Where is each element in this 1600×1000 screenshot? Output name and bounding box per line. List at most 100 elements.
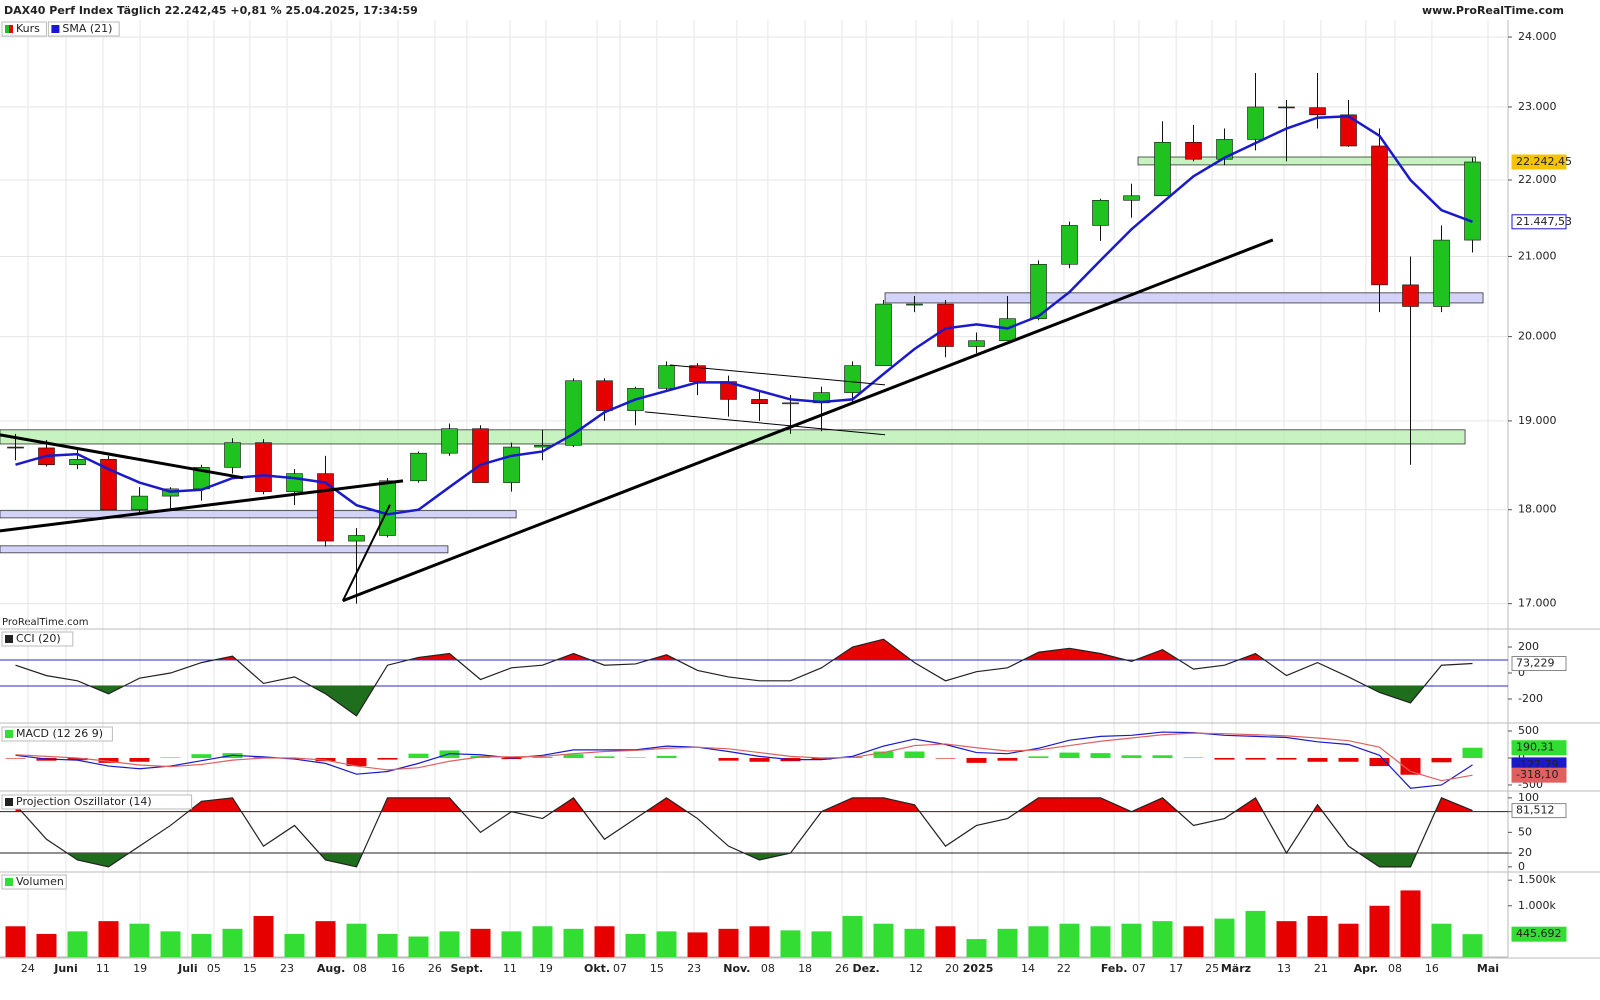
y-tick-label: 17.000 bbox=[1518, 597, 1557, 610]
x-tick-label: 13 bbox=[1277, 962, 1291, 975]
x-tick-label: 20 bbox=[945, 962, 959, 975]
price-marker-label: 22.242,45 bbox=[1516, 155, 1572, 168]
candle-body bbox=[7, 446, 24, 449]
candle-body bbox=[1309, 107, 1326, 116]
histogram-bar bbox=[98, 757, 119, 763]
volume-bar bbox=[966, 939, 987, 957]
histogram-bar bbox=[1090, 753, 1111, 758]
candle-body bbox=[472, 428, 489, 483]
volume-bar bbox=[749, 926, 770, 957]
x-tick-label: 07 bbox=[613, 962, 627, 975]
histogram-bar bbox=[656, 755, 677, 758]
candle-body bbox=[1464, 161, 1481, 241]
volume-bar bbox=[1214, 918, 1235, 957]
volume-bar bbox=[997, 928, 1018, 957]
volume-bar bbox=[811, 931, 832, 957]
candle-body bbox=[751, 399, 768, 404]
y-tick-label: 21.000 bbox=[1518, 249, 1557, 262]
y-tick-label: 0 bbox=[1518, 666, 1525, 679]
volume-bar bbox=[191, 933, 212, 957]
histogram-bar bbox=[1400, 757, 1421, 775]
candle-body bbox=[1278, 106, 1295, 109]
candle-body bbox=[844, 365, 861, 393]
x-tick-label: 08 bbox=[353, 962, 367, 975]
x-tick-label: Okt. bbox=[584, 962, 610, 975]
volume-bar bbox=[253, 916, 274, 957]
x-tick-label: 17 bbox=[1169, 962, 1183, 975]
volume-bar bbox=[439, 931, 460, 957]
legend-label: Kurs bbox=[16, 22, 40, 35]
x-tick-label: Juli bbox=[177, 962, 197, 975]
panel bbox=[5, 890, 1483, 957]
x-tick-label: Juni bbox=[53, 962, 78, 975]
price-marker-label: -127,79 bbox=[1516, 758, 1558, 771]
candle-body bbox=[131, 495, 148, 511]
histogram-bar bbox=[129, 757, 150, 762]
y-tick-label: 20 bbox=[1518, 846, 1532, 859]
zone bbox=[884, 292, 1484, 304]
y-tick-label: 22.000 bbox=[1518, 173, 1557, 186]
volume-bar bbox=[563, 928, 584, 957]
candle-body bbox=[1433, 239, 1450, 307]
series-line bbox=[15, 731, 1473, 789]
volume-bar bbox=[160, 931, 181, 957]
histogram-bar bbox=[67, 757, 88, 761]
histogram-bar bbox=[1028, 756, 1049, 758]
zone bbox=[0, 545, 449, 554]
volume-bar bbox=[315, 921, 336, 957]
price-marker-label: 81,512 bbox=[1516, 804, 1555, 817]
candle-body bbox=[999, 318, 1016, 342]
histogram-bar bbox=[1431, 757, 1452, 763]
volume-bar bbox=[1152, 921, 1173, 957]
legend-box bbox=[1, 726, 113, 742]
y-tick-label: 500 bbox=[1518, 724, 1539, 737]
candle-body bbox=[348, 535, 365, 542]
histogram-bar bbox=[532, 756, 553, 758]
volume-bar bbox=[1059, 923, 1080, 957]
x-tick-label: Mai bbox=[1477, 962, 1499, 975]
volume-bar bbox=[1462, 934, 1483, 957]
x-tick-label: 18 bbox=[798, 962, 812, 975]
site-link[interactable]: www.ProRealTime.com bbox=[1422, 4, 1564, 17]
volume-bar bbox=[1121, 923, 1142, 957]
candle-body bbox=[69, 459, 86, 466]
x-tick-label: 21 bbox=[1314, 962, 1328, 975]
candle-body bbox=[534, 444, 551, 448]
candle-body bbox=[968, 340, 985, 347]
volume-bar bbox=[656, 931, 677, 957]
y-tick-label: 18.000 bbox=[1518, 503, 1557, 516]
candle-body bbox=[503, 446, 520, 483]
volume-bar bbox=[1307, 916, 1328, 957]
price-marker-label: 445.692 bbox=[1516, 927, 1562, 940]
overbought-fill bbox=[213, 639, 1265, 661]
legend-label: Volumen bbox=[16, 875, 64, 888]
x-tick-label: Apr. bbox=[1354, 962, 1378, 975]
histogram-bar bbox=[1152, 755, 1173, 758]
histogram-bar bbox=[191, 754, 212, 758]
y-tick-label: 1.000k bbox=[1518, 899, 1556, 912]
trendline bbox=[669, 364, 886, 386]
legend-swatch bbox=[5, 798, 13, 806]
legend-swatch bbox=[5, 635, 13, 643]
price-marker-label: -318,10 bbox=[1516, 768, 1558, 781]
x-tick-label: 14 bbox=[1021, 962, 1035, 975]
histogram-bar bbox=[1307, 757, 1328, 762]
candle-body bbox=[441, 428, 458, 454]
x-tick-label: 11 bbox=[96, 962, 110, 975]
volume-bar bbox=[780, 930, 801, 957]
price-marker bbox=[1511, 154, 1567, 170]
volume-bar bbox=[1183, 926, 1204, 957]
legend-label: MACD (12 26 9) bbox=[16, 727, 103, 740]
histogram-bar bbox=[377, 757, 398, 760]
volume-bar bbox=[1431, 923, 1452, 957]
trendline bbox=[342, 238, 1274, 603]
histogram-bar bbox=[966, 757, 987, 763]
volume-bar bbox=[222, 928, 243, 957]
legend-label: CCI (20) bbox=[16, 632, 61, 645]
histogram-bar bbox=[160, 757, 181, 758]
price-marker bbox=[1511, 767, 1567, 783]
trendline bbox=[644, 411, 886, 436]
legend-swatch bbox=[51, 25, 60, 33]
volume-bar bbox=[408, 936, 429, 957]
histogram-bar bbox=[346, 757, 367, 767]
